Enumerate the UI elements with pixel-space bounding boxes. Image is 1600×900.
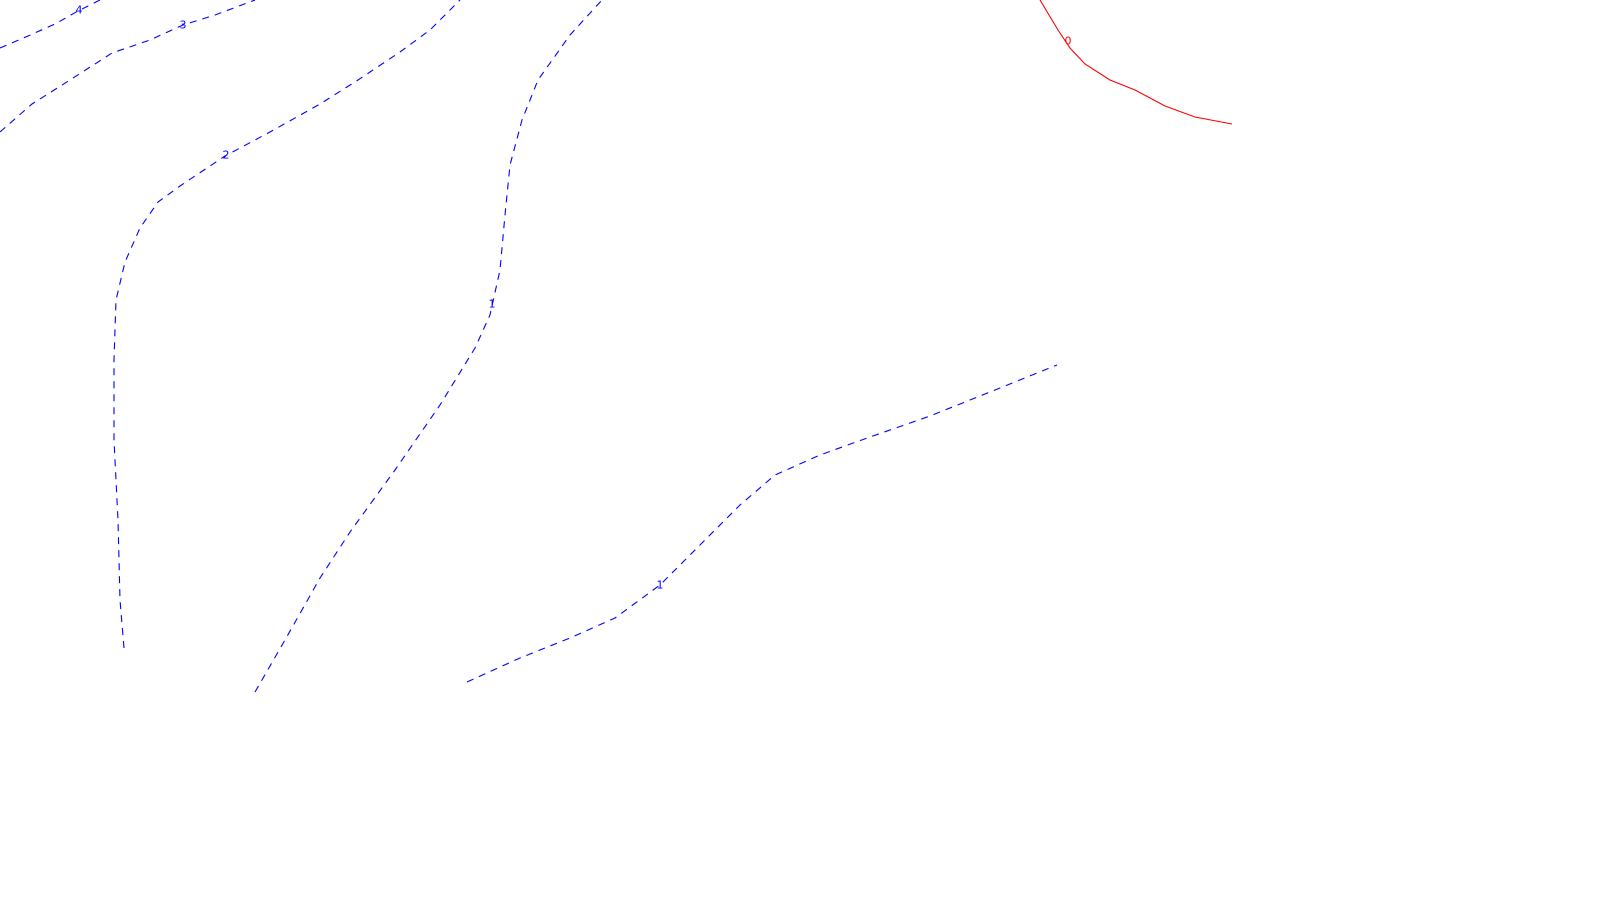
contour-label-1-upper: 1 — [489, 298, 496, 311]
contour-label-3: 3 — [180, 19, 187, 32]
contour-2: 2 — [113, 0, 461, 649]
contour-line-0 — [1039, 0, 1233, 125]
contour-label-1-lower: 1 — [657, 579, 664, 592]
contour-line-1-lower — [466, 364, 1058, 683]
contour-1-upper: 1 — [254, 0, 603, 693]
contour-line-2 — [113, 0, 461, 649]
contour-3: 3 — [0, 0, 256, 133]
contour-label-0: 0 — [1065, 35, 1072, 48]
contour-0: 0 — [1039, 0, 1233, 125]
contour-label-2: 2 — [223, 149, 230, 162]
contour-label-4: 4 — [76, 4, 83, 17]
contour-line-1-upper — [254, 0, 603, 693]
contour-1-lower: 1 — [466, 364, 1058, 683]
contour-line-3 — [0, 0, 256, 133]
contour-4: 4 — [0, 0, 101, 49]
contour-line-4 — [0, 0, 101, 49]
